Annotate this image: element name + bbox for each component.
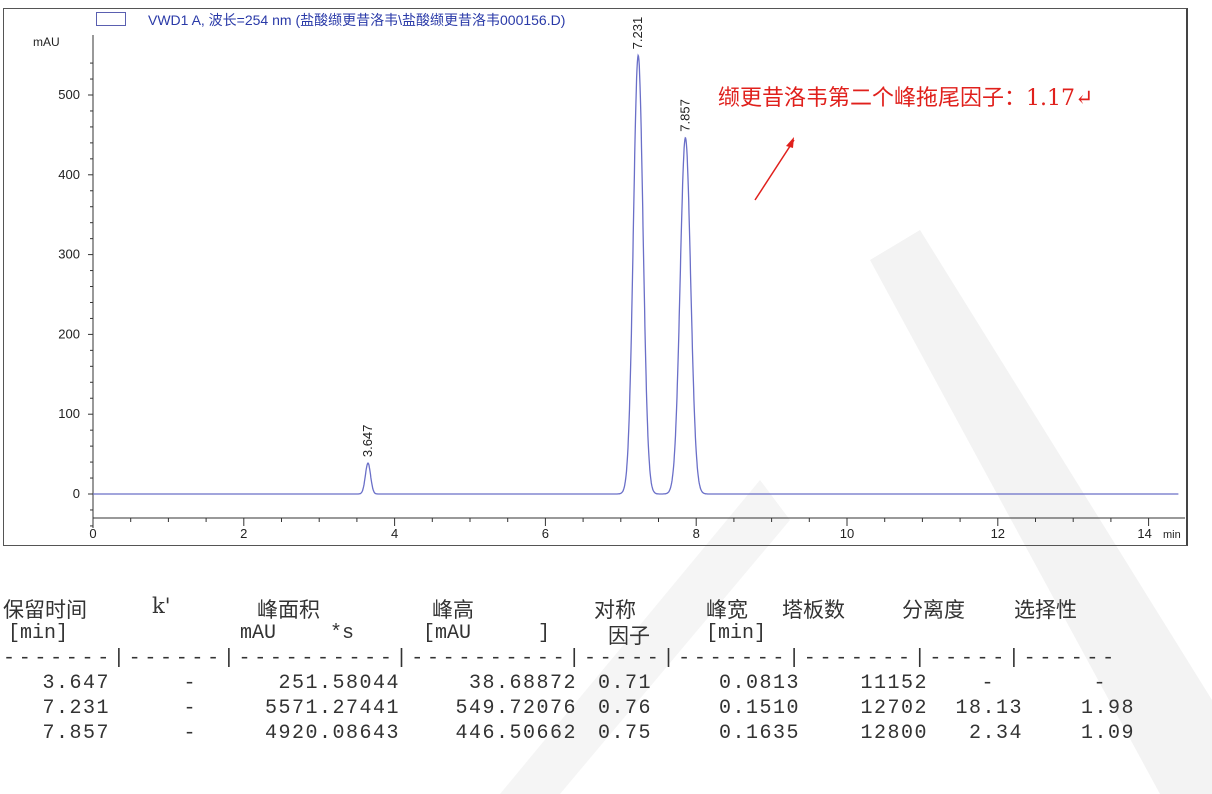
table-cell: 0.76	[597, 697, 652, 720]
column-header: 分离度	[902, 598, 965, 622]
table-cell: 0.1510	[718, 697, 800, 720]
x-tick-label: 12	[991, 526, 1005, 541]
table-cell: -	[183, 672, 197, 695]
column-header-unit: [mAU	[423, 622, 472, 645]
table-cell: 38.68872	[468, 672, 577, 695]
table-cell: 0.1635	[718, 722, 800, 745]
y-tick-label: 0	[73, 486, 80, 501]
column-header-unit: *s	[330, 622, 355, 645]
x-tick-label: 0	[89, 526, 96, 541]
column-header-unit: ]	[538, 622, 551, 645]
column-header: 峰面积	[257, 598, 320, 622]
y-tick-label: 400	[58, 167, 80, 182]
y-tick-label: 200	[58, 326, 80, 341]
table-cell: 4920.08643	[264, 722, 400, 745]
column-header: 塔板数	[782, 598, 845, 622]
table-cell: 18.13	[955, 697, 1023, 720]
tailing-factor-annotation: 缬更昔洛韦第二个峰拖尾因子：1.17↵	[718, 86, 1094, 111]
column-header: 对称	[594, 598, 636, 622]
table-cell: 0.0813	[718, 672, 800, 695]
peak-label: 3.647	[360, 425, 375, 458]
table-cell: 12702	[860, 697, 928, 720]
x-tick-label: 8	[693, 526, 700, 541]
column-header: 峰宽	[706, 598, 748, 622]
table-cell: 2.34	[968, 722, 1023, 745]
table-cell: 3.647	[42, 672, 110, 695]
column-header-unit: [min]	[706, 622, 767, 645]
chart-title: VWD1 A, 波长=254 nm (盐酸缬更昔洛韦\盐酸缬更昔洛韦000156…	[148, 12, 566, 28]
table-cell: 0.75	[597, 722, 652, 745]
table-cell: 7.231	[42, 697, 110, 720]
column-header-unit: [min]	[8, 622, 69, 645]
table-cell: 1.09	[1080, 722, 1135, 745]
x-axis-unit: min	[1163, 529, 1181, 541]
table-cell: 251.58044	[278, 672, 400, 695]
x-tick-label: 2	[240, 526, 247, 541]
table-cell: 446.50662	[455, 722, 577, 745]
table-cell: 7.857	[42, 722, 110, 745]
table-cell: 11152	[860, 672, 928, 695]
table-cell: 549.72076	[455, 697, 577, 720]
table-cell: -	[183, 697, 197, 720]
table-cell: 1.98	[1080, 697, 1135, 720]
x-tick-label: 4	[391, 526, 398, 541]
chromatogram-chart: 0 100 200 300 400 500 mAU 0 2 4 6 8 10 12 14 min 3.647 7.…	[33, 17, 1185, 541]
y-tick-label: 300	[58, 247, 80, 262]
table-cell: -	[183, 722, 197, 745]
peak-label: 7.231	[630, 17, 645, 50]
column-header-unit: mAU	[240, 622, 277, 645]
column-header-unit: 因子	[608, 624, 650, 648]
x-tick-label: 14	[1137, 526, 1151, 541]
column-header: 选择性	[1014, 598, 1077, 622]
column-header: 峰高	[432, 598, 474, 622]
table-separator: -------|------|----------|----------|---…	[3, 647, 1118, 670]
column-header: k'	[152, 594, 171, 618]
table-cell: 5571.27441	[264, 697, 400, 720]
table-cell: -	[981, 672, 995, 695]
legend-swatch	[96, 12, 126, 26]
y-axis-label: mAU	[33, 35, 60, 49]
x-tick-label: 10	[840, 526, 854, 541]
table-cell: 12800	[860, 722, 928, 745]
x-tick-label: 6	[542, 526, 549, 541]
table-cell: 0.71	[597, 672, 652, 695]
chromatogram-frame	[3, 8, 1188, 546]
chromatogram-trace	[93, 53, 1179, 495]
column-header: 保留时间	[3, 598, 87, 622]
y-tick-label: 100	[58, 406, 80, 421]
peak-label: 7.857	[677, 99, 692, 132]
y-tick-label: 500	[58, 87, 80, 102]
table-cell: -	[1093, 672, 1107, 695]
